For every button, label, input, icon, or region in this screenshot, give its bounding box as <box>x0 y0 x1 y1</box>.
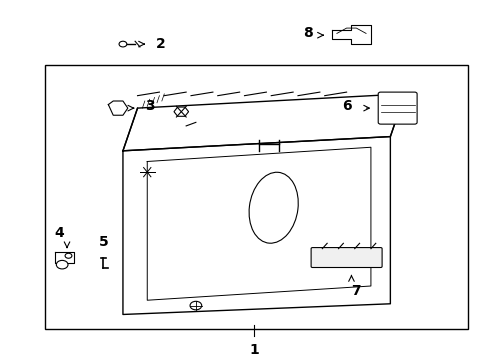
Text: 4: 4 <box>55 226 64 240</box>
Text: 7: 7 <box>351 284 361 298</box>
Text: 1: 1 <box>249 343 259 357</box>
FancyBboxPatch shape <box>310 248 381 267</box>
FancyBboxPatch shape <box>377 92 416 124</box>
Bar <box>45 66 467 329</box>
Text: 3: 3 <box>144 99 154 113</box>
Ellipse shape <box>248 172 298 243</box>
Text: 2: 2 <box>156 37 165 51</box>
Text: 8: 8 <box>302 26 312 40</box>
Text: 5: 5 <box>99 235 108 249</box>
Circle shape <box>56 260 68 269</box>
Circle shape <box>190 301 201 310</box>
Circle shape <box>65 253 72 258</box>
Circle shape <box>119 41 126 47</box>
Text: 6: 6 <box>341 99 351 113</box>
